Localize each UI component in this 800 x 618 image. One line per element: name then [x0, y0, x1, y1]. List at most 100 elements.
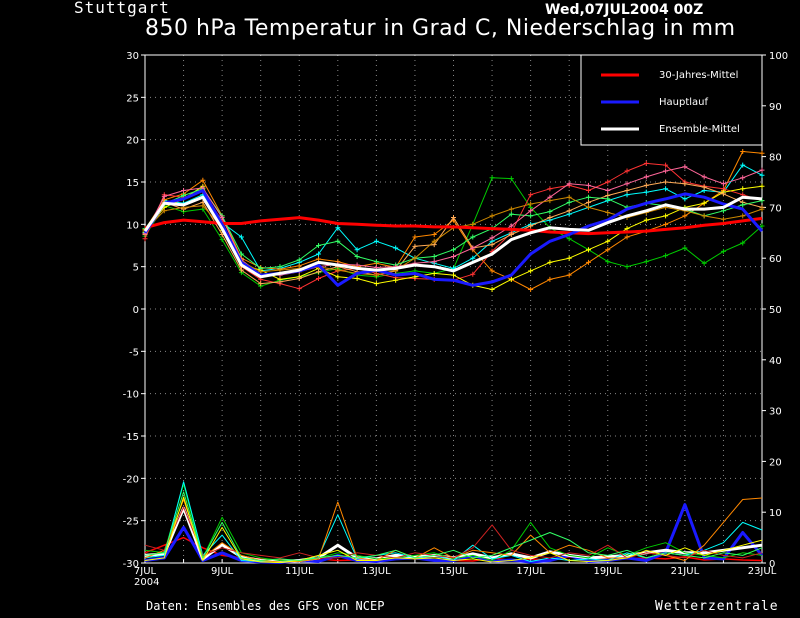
temp-point — [547, 198, 553, 204]
temp-point — [142, 236, 148, 242]
temp-point — [296, 257, 302, 263]
x-tick-label: 11JUL — [285, 566, 314, 577]
temp-point — [354, 276, 360, 282]
station-name: Stuttgart — [74, 0, 170, 17]
temp-point — [335, 238, 341, 244]
temp-point — [470, 234, 476, 240]
temp-point — [508, 223, 514, 229]
y-left-tick-label: 5 — [133, 263, 139, 274]
temp-point — [412, 255, 418, 261]
temp-point — [393, 245, 399, 251]
x-tick-label: 9JUL — [211, 566, 234, 577]
temp-point — [605, 187, 611, 193]
temp-point — [720, 248, 726, 254]
y-left-tick-label: 20 — [126, 136, 139, 147]
temperature-series — [142, 149, 765, 293]
temp-point — [701, 200, 707, 206]
y-left-tick-label: -5 — [129, 347, 139, 358]
legend: 30-Jahres-Mittel Hauptlauf Ensemble-Mittel — [580, 54, 763, 146]
y-left-tick-label: 30 — [126, 51, 139, 62]
temp-point — [720, 216, 726, 222]
temp-point — [585, 247, 591, 253]
temp-point — [585, 182, 591, 188]
temp-point — [585, 199, 591, 205]
temp-point — [528, 287, 534, 293]
temp-point — [373, 238, 379, 244]
temp-point — [663, 253, 669, 259]
temp-point — [316, 269, 322, 275]
temp-point — [663, 168, 669, 174]
temp-point — [181, 193, 187, 199]
temp-point — [759, 172, 765, 178]
precip-line — [144, 496, 763, 563]
temp-point — [489, 268, 495, 274]
temp-point — [624, 264, 630, 270]
temp-point — [682, 196, 688, 202]
y-left-tick-label: -10 — [123, 390, 139, 401]
y-right-tick-label: 70 — [769, 203, 782, 214]
temp-point — [566, 236, 572, 242]
temp-point — [759, 223, 765, 229]
temp-point — [720, 208, 726, 214]
temp-point — [643, 189, 649, 195]
temp-point — [547, 186, 553, 192]
y-right-tick-label: 60 — [769, 254, 782, 265]
temp-point — [663, 179, 669, 185]
temp-point — [451, 272, 456, 278]
temp-point — [701, 184, 707, 190]
temp-point — [740, 175, 746, 181]
temp-point — [740, 240, 746, 246]
temp-point — [335, 267, 341, 273]
x-tick-label: 13JUL — [362, 566, 391, 577]
temp-point — [643, 182, 649, 188]
y-right-tick-label: 40 — [769, 356, 782, 367]
x-tick-label: 21JUL — [671, 566, 700, 577]
temp-point — [219, 237, 225, 243]
temp-point — [759, 206, 765, 212]
temp-point — [451, 254, 456, 260]
temp-point — [316, 243, 322, 248]
y-right-tick-label: 50 — [769, 305, 782, 316]
y-left-tick-label: 10 — [126, 220, 139, 231]
temp-point — [200, 203, 206, 209]
legend-label: Hauptlauf — [659, 97, 708, 108]
temp-point — [316, 276, 322, 282]
temp-point — [624, 192, 630, 198]
temp-point — [470, 221, 476, 227]
temp-point — [740, 213, 746, 219]
temp-point — [451, 247, 456, 253]
y-left-tick-label: -15 — [123, 432, 139, 443]
temp-point — [354, 254, 360, 260]
temp-point — [528, 213, 534, 219]
temp-point — [412, 274, 418, 280]
temp-point — [663, 213, 669, 219]
temp-point — [701, 213, 707, 219]
temp-point — [296, 286, 302, 292]
y-right-tick-label: 0 — [769, 559, 775, 570]
temp-point — [605, 196, 611, 202]
temp-point — [219, 215, 225, 221]
temp-point — [759, 198, 765, 204]
temp-point — [566, 208, 572, 214]
temp-point — [701, 174, 707, 180]
temp-point — [643, 160, 649, 166]
temp-point — [451, 215, 456, 221]
temp-point — [566, 272, 572, 278]
temp-point — [296, 276, 302, 282]
temp-point — [605, 259, 611, 265]
data-source: Daten: Ensembles des GFS von NCEP — [146, 599, 385, 613]
temp-point — [373, 272, 379, 278]
temp-point — [489, 287, 495, 293]
temp-point — [393, 277, 399, 283]
temp-point — [470, 271, 476, 277]
temp-point — [740, 202, 746, 208]
temp-point — [528, 201, 534, 207]
temp-point — [605, 247, 611, 253]
y-left-tick-label: -20 — [123, 474, 139, 485]
y-right-tick-label: 100 — [769, 51, 788, 62]
y-right-tick-label: 90 — [769, 102, 782, 113]
temp-point — [431, 254, 437, 260]
temp-point — [605, 179, 611, 185]
x-tick-label: 19JUL — [593, 566, 622, 577]
